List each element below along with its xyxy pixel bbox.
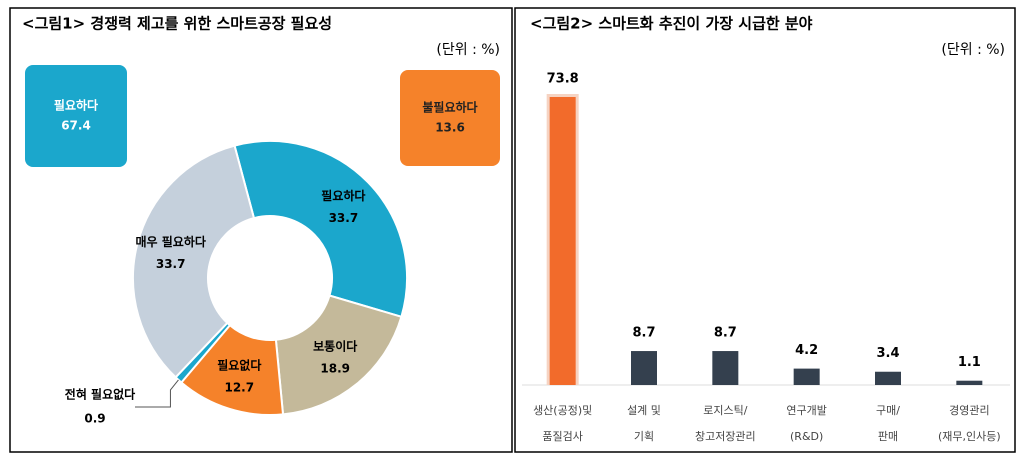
leader-line <box>135 379 179 408</box>
value-label: 8.7 <box>632 326 655 341</box>
segment-label: 보통이다 <box>313 339 357 354</box>
panel-frame <box>9 7 513 453</box>
bar <box>956 380 983 385</box>
donut-segment <box>233 140 408 319</box>
unit-label: (단위 : %) <box>436 42 500 58</box>
segment-label: 매우 필요하다 <box>135 234 205 249</box>
chart-title: <그림1> 경쟁력 제고를 위한 스마트공장 필요성 <box>22 15 332 33</box>
panel-frame <box>514 7 1016 453</box>
bar <box>875 371 901 385</box>
x-tick-label: 로지스틱/ <box>703 404 747 417</box>
segment-label: 필요없다 <box>217 357 261 372</box>
x-tick-label: 설계 및 <box>627 404 661 417</box>
callout-box <box>25 65 127 167</box>
x-tick-label: 구매/ <box>876 404 900 417</box>
bar <box>549 97 576 385</box>
value-label: 3.4 <box>876 346 899 361</box>
x-tick-label: 판매 <box>878 430 898 443</box>
segment-value: 0.9 <box>84 412 105 426</box>
value-label: 1.1 <box>958 355 981 370</box>
callout-label: 불필요하다 <box>422 100 477 115</box>
unit-label: (단위 : %) <box>941 42 1005 58</box>
value-label: 4.2 <box>795 343 818 358</box>
callout-box <box>400 70 500 166</box>
segment-value: 12.7 <box>224 380 254 394</box>
x-tick-label: 창고저장관리 <box>695 430 756 443</box>
segment-value: 33.7 <box>156 257 186 271</box>
x-tick-label: 경영관리 <box>949 404 989 417</box>
bar <box>712 351 739 385</box>
bar <box>631 351 657 385</box>
callout-value: 13.6 <box>435 121 465 135</box>
segment-label: 전혀 필요없다 <box>65 387 135 402</box>
segment-value: 18.9 <box>320 362 350 376</box>
x-tick-label: 연구개발 <box>786 404 826 417</box>
bar <box>793 368 820 385</box>
callout-value: 67.4 <box>61 119 91 133</box>
donut-segment <box>274 294 403 416</box>
chart-title: <그림2> 스마트화 추진이 가장 시급한 분야 <box>530 15 813 33</box>
segment-label: 필요하다 <box>321 188 365 203</box>
segment-value: 33.7 <box>329 211 359 225</box>
x-tick-label: 생산(공정)및 <box>533 404 592 417</box>
x-tick-label: 품질검사 <box>542 430 582 443</box>
x-tick-label: (재무,인사등) <box>938 430 1001 443</box>
value-label: 73.8 <box>547 72 579 87</box>
callout-label: 필요하다 <box>54 98 98 113</box>
x-tick-label: 기획 <box>634 430 654 443</box>
value-label: 8.7 <box>714 326 737 341</box>
x-tick-label: (R&D) <box>790 430 823 443</box>
donut-segment <box>132 144 256 379</box>
